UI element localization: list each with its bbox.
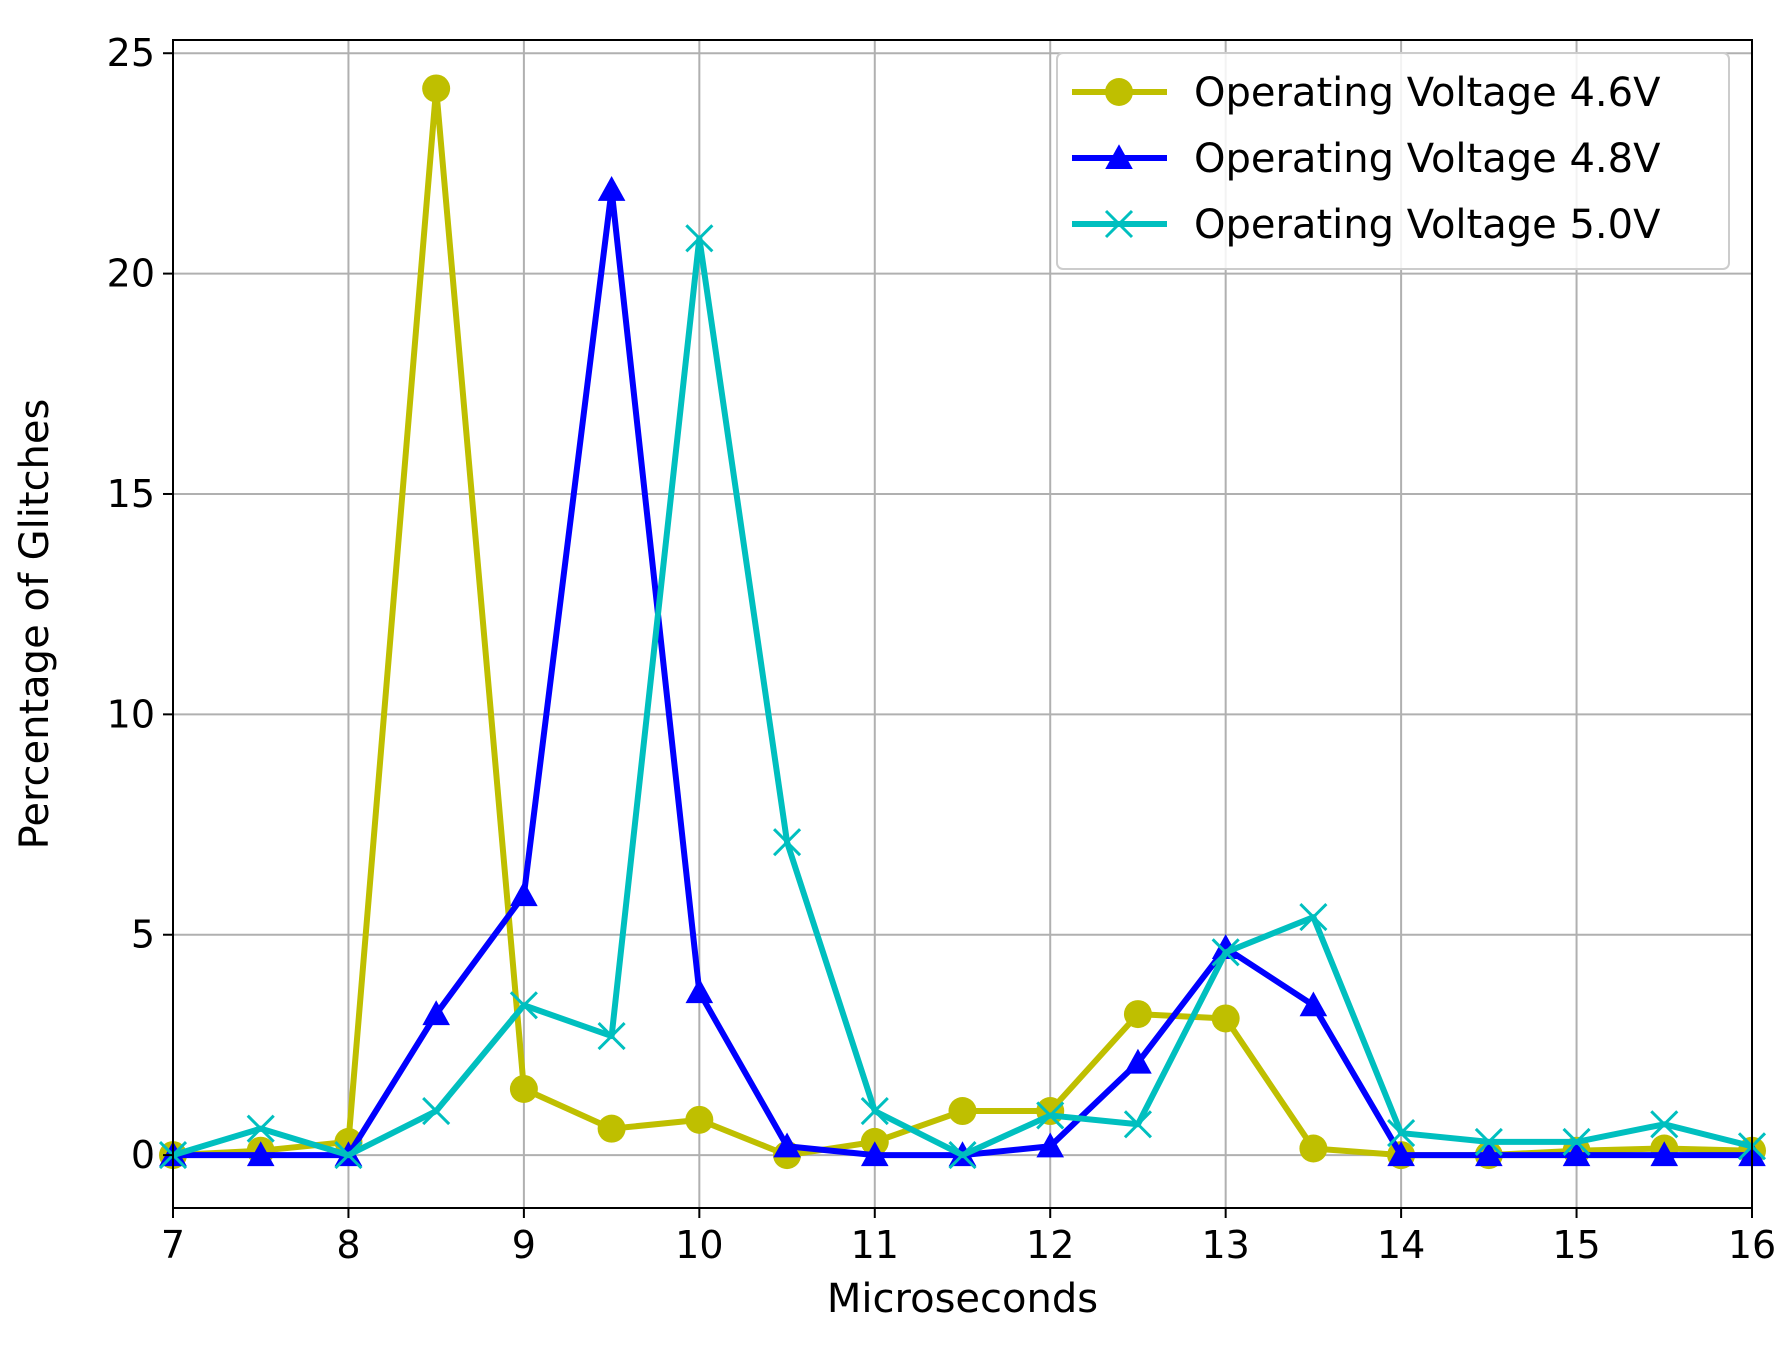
marker-stroke [509, 991, 538, 1020]
marker-stroke [1036, 1101, 1065, 1130]
y-tick-label: 20 [107, 252, 155, 296]
data-point [685, 978, 714, 1004]
x-tick-label: 7 [161, 1223, 185, 1267]
grid [172, 40, 1753, 1208]
plot-frame [172, 39, 1753, 1209]
data-point [1562, 1127, 1591, 1156]
data-point [509, 991, 538, 1020]
data-point [510, 881, 538, 907]
y-axis-label: Percentage of Glitches [12, 399, 58, 850]
data-point [246, 1114, 275, 1143]
x-tick-label: 16 [1728, 1223, 1776, 1267]
series-line [173, 186, 1752, 1159]
marker-stroke [685, 224, 714, 253]
legend-item: Operating Voltage 5.0V [1072, 202, 1661, 248]
x-tick-label: 9 [512, 1223, 536, 1267]
x-tick-label: 8 [336, 1223, 360, 1267]
x-tick-label: 14 [1377, 1223, 1425, 1267]
data-point [246, 1141, 275, 1167]
marker-stroke [1299, 903, 1328, 932]
data-point [597, 176, 626, 201]
data-point [422, 1000, 450, 1026]
series-2 [159, 176, 1766, 1167]
y-tick-label: 0 [131, 1133, 155, 1177]
data-point [422, 1096, 451, 1126]
marker-stroke [1387, 1119, 1416, 1148]
data-point [1123, 1110, 1153, 1139]
legend-item: Operating Voltage 4.6V [1072, 70, 1661, 116]
legend-frame [1056, 52, 1730, 270]
legend-item: Operating Voltage 4.8V [1072, 136, 1661, 182]
data-point [1562, 1141, 1591, 1167]
data-point [1299, 991, 1328, 1017]
data-point [1387, 1119, 1416, 1148]
data-point [948, 1097, 977, 1126]
data-point [422, 74, 451, 103]
data-point [860, 1096, 889, 1126]
data-point [1105, 78, 1133, 106]
x-axis-label: Microseconds [827, 1276, 1098, 1322]
marker-stroke [1474, 1127, 1503, 1156]
data-point [1105, 144, 1133, 170]
data-point [1036, 1101, 1065, 1130]
data-point [1650, 1110, 1679, 1139]
y-tick-label: 25 [107, 31, 155, 75]
marker-stroke [597, 1022, 626, 1051]
marker-stroke [334, 1141, 363, 1170]
marker-stroke [1562, 1127, 1591, 1156]
data-point [1124, 1048, 1152, 1074]
data-point [685, 1105, 714, 1134]
marker-stroke [772, 828, 802, 857]
marker-stroke [1650, 1110, 1679, 1139]
data-point [334, 1141, 363, 1170]
data-point [597, 1022, 626, 1051]
x-tick-label: 13 [1201, 1223, 1249, 1267]
x-tick-label: 15 [1552, 1223, 1600, 1267]
data-point [1211, 1004, 1240, 1033]
series-layer [158, 74, 1767, 1170]
data-point [1123, 1000, 1152, 1029]
legend: Operating Voltage 4.6V Operating Voltage … [1056, 52, 1730, 270]
legend-label: Operating Voltage 4.6V [1194, 70, 1661, 116]
legend-label: Operating Voltage 4.8V [1194, 136, 1661, 182]
data-point [1299, 903, 1328, 932]
marker-stroke [246, 1114, 275, 1143]
data-point [509, 1074, 538, 1103]
y-tick-label: 15 [107, 472, 155, 516]
data-point [773, 1132, 801, 1158]
marker-stroke [422, 1096, 451, 1126]
x-tick-label: 11 [851, 1223, 899, 1267]
data-point [685, 224, 714, 253]
marker-stroke [1211, 938, 1240, 967]
series-3 [158, 224, 1767, 1170]
data-point [1211, 938, 1240, 967]
data-point [1650, 1141, 1679, 1167]
marker-stroke [860, 1096, 889, 1126]
marker-stroke [948, 1141, 977, 1170]
data-point [1036, 1132, 1065, 1158]
y-tick-label: 10 [107, 692, 155, 736]
legend-label: Operating Voltage 5.0V [1194, 202, 1661, 248]
marker-stroke [1104, 209, 1134, 239]
y-tick-label: 5 [131, 913, 155, 957]
x-tick-label: 10 [675, 1223, 723, 1267]
data-point [860, 1141, 889, 1167]
marker-stroke [1123, 1110, 1153, 1139]
axis-ticks: 7 8 9 10 11 12 13 14 15 16 0 5 10 15 20 25 [107, 31, 1777, 1267]
data-point [597, 1114, 626, 1143]
data-point [1474, 1127, 1503, 1156]
data-point [948, 1141, 977, 1170]
data-point [1387, 1141, 1415, 1167]
data-point [1299, 1134, 1328, 1163]
x-tick-label: 12 [1026, 1223, 1074, 1267]
data-point [772, 828, 802, 857]
data-point [1104, 209, 1134, 239]
data-point [1475, 1141, 1503, 1167]
